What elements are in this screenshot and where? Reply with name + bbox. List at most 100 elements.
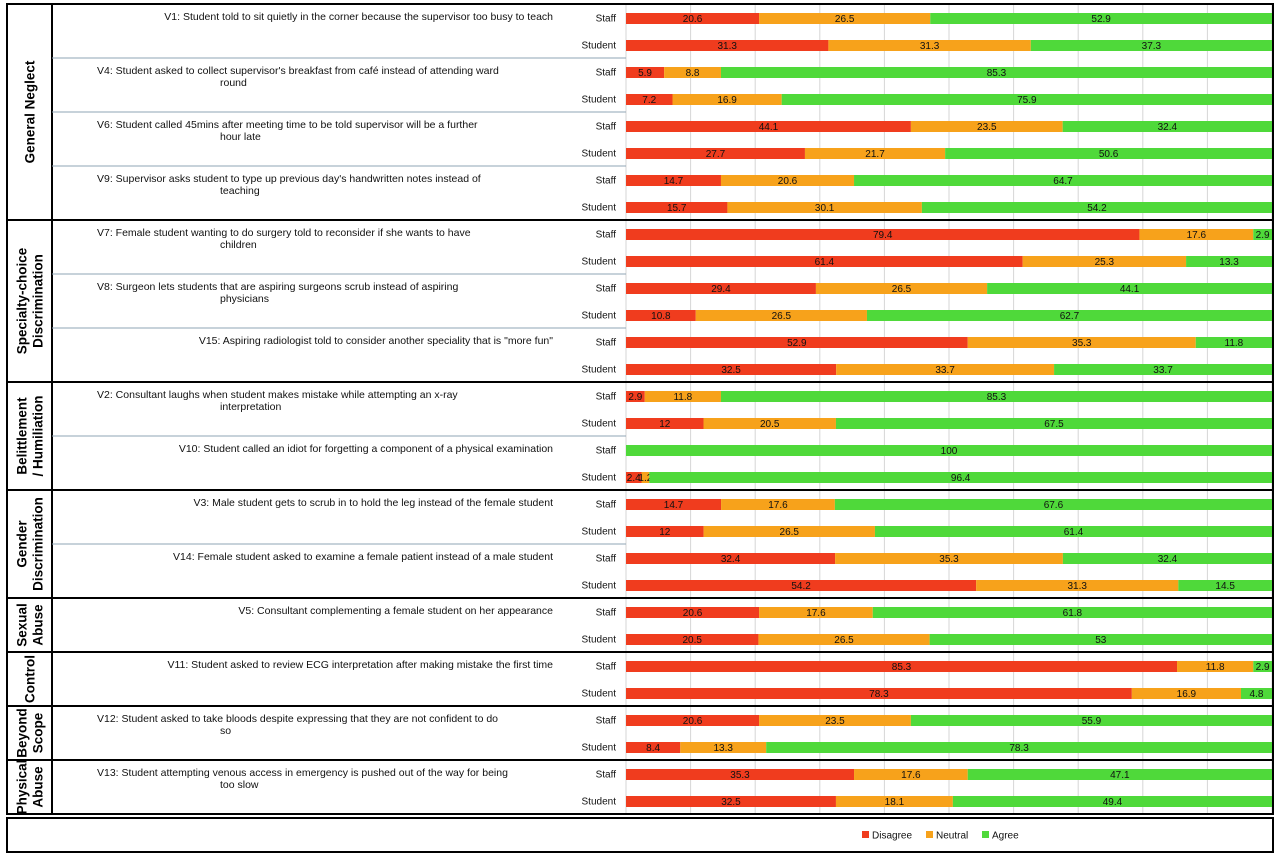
data-label-disagree: 15.7 <box>667 203 687 214</box>
bar-segment-neutral <box>835 796 953 807</box>
bar-segment-neutral <box>759 13 931 24</box>
data-label-agree: 44.1 <box>1120 284 1140 295</box>
bar-segment-disagree <box>626 553 836 564</box>
data-label-neutral: 17.6 <box>1187 230 1207 241</box>
legend-frame <box>6 817 1274 853</box>
category-label: Belittlement/ Humiliation <box>15 396 46 477</box>
bar-segment-disagree <box>626 310 696 321</box>
group-label-staff: Staff <box>596 500 617 511</box>
item-label: V13: Student attempting venous access in… <box>97 767 508 791</box>
data-label-agree: 62.7 <box>1060 311 1080 322</box>
data-label-neutral: 18.1 <box>885 797 905 808</box>
bar-segment-disagree <box>626 688 1132 699</box>
group-label-student: Student <box>582 149 617 160</box>
data-label-disagree: 12 <box>659 419 671 430</box>
bar-segment-agree <box>720 67 1272 78</box>
item-label: V14: Female student asked to examine a f… <box>173 551 553 563</box>
bar-segment-neutral <box>976 580 1179 591</box>
data-label-agree: 64.7 <box>1053 176 1073 187</box>
data-label-agree: 85.3 <box>987 68 1007 79</box>
data-label-neutral: 26.5 <box>835 14 855 25</box>
bar-segment-neutral <box>910 121 1063 132</box>
bar-segment-neutral <box>680 742 767 753</box>
group-label-staff: Staff <box>596 662 617 673</box>
data-label-disagree: 20.6 <box>683 608 703 619</box>
category-label: BeyondScope <box>15 708 46 758</box>
data-label-agree: 96.4 <box>951 473 971 484</box>
bar-segment-agree <box>1062 553 1272 564</box>
data-label-neutral: 31.3 <box>1067 581 1087 592</box>
bar-segment-neutral <box>815 283 988 294</box>
item-label: V5: Consultant complementing a female st… <box>238 605 553 617</box>
data-label-neutral: 11.8 <box>1206 662 1225 673</box>
bar-segment-disagree <box>626 364 837 375</box>
group-label-staff: Staff <box>596 176 617 187</box>
bar-segment-neutral <box>727 202 922 213</box>
group-label-staff: Staff <box>596 608 617 619</box>
data-label-neutral: 23.5 <box>825 716 845 727</box>
bar-segment-disagree <box>626 337 968 348</box>
data-label-neutral: 16.9 <box>717 95 737 106</box>
data-label-neutral: 35.3 <box>939 554 959 565</box>
data-label-neutral: 16.9 <box>1177 689 1197 700</box>
data-label-neutral: 20.5 <box>760 419 780 430</box>
data-label-neutral: 30.1 <box>815 203 835 214</box>
bar-segment-agree <box>910 715 1272 726</box>
data-label-agree: 53 <box>1095 635 1107 646</box>
legend-label-disagree: Disagree <box>872 831 912 842</box>
group-label-student: Student <box>582 689 617 700</box>
data-label-agree: 85.3 <box>987 392 1007 403</box>
bar-segment-agree <box>930 13 1272 24</box>
bar-segment-neutral <box>759 715 911 726</box>
data-label-disagree: 54.2 <box>791 581 811 592</box>
bar-segment-neutral <box>703 526 875 537</box>
legend-label-neutral: Neutral <box>936 831 968 842</box>
data-label-agree: 47.1 <box>1110 770 1130 781</box>
item-label: V9: Supervisor asks student to type up p… <box>97 173 481 197</box>
bar-segment-neutral <box>854 769 968 780</box>
bar-segment-disagree <box>626 769 855 780</box>
data-label-disagree: 7.2 <box>642 95 656 106</box>
bar-segment-agree <box>1178 580 1272 591</box>
data-label-neutral: 17.6 <box>768 500 788 511</box>
bar-segment-disagree <box>626 256 1023 267</box>
section-frame <box>6 219 1274 383</box>
bar-segment-disagree <box>626 661 1178 672</box>
data-label-agree: 37.3 <box>1142 41 1162 52</box>
data-label-disagree: 79.4 <box>873 230 893 241</box>
bar-segment-agree <box>872 607 1272 618</box>
data-label-agree: 32.4 <box>1158 554 1178 565</box>
data-label-disagree: 20.6 <box>683 14 703 25</box>
bar-segment-neutral <box>721 499 835 510</box>
item-label: V7: Female student wanting to do surgery… <box>97 227 471 251</box>
data-label-neutral: 31.3 <box>920 41 940 52</box>
data-label-disagree: 35.3 <box>730 770 750 781</box>
data-label-agree: 61.4 <box>1064 527 1084 538</box>
bar-segment-neutral <box>759 607 873 618</box>
group-label-staff: Staff <box>596 392 617 403</box>
bar-segment-neutral <box>641 472 650 483</box>
bar-segment-agree <box>1054 364 1272 375</box>
bar-segment-agree <box>1030 40 1272 51</box>
bar-segment-disagree <box>626 67 665 78</box>
item-label: V4: Student asked to collect supervisor'… <box>97 65 499 89</box>
data-label-neutral: 26.5 <box>892 284 912 295</box>
bar-segment-neutral <box>695 310 867 321</box>
bar-segment-agree <box>1253 229 1272 240</box>
data-label-agree: 78.3 <box>1009 743 1029 754</box>
bar-segment-neutral <box>836 364 1055 375</box>
group-label-staff: Staff <box>596 68 617 79</box>
data-label-neutral: 8.8 <box>686 68 700 79</box>
data-label-agree: 49.4 <box>1103 797 1123 808</box>
bar-segment-agree <box>1195 337 1272 348</box>
bar-segment-agree <box>834 499 1272 510</box>
data-label-neutral: 26.5 <box>780 527 800 538</box>
data-label-disagree: 44.1 <box>759 122 779 133</box>
group-label-student: Student <box>582 473 617 484</box>
data-label-agree: 54.2 <box>1087 203 1107 214</box>
data-label-agree: 11.8 <box>1225 338 1244 349</box>
group-label-staff: Staff <box>596 554 617 565</box>
data-label-agree: 2.9 <box>1256 662 1270 673</box>
bar-segment-agree <box>626 445 1272 456</box>
